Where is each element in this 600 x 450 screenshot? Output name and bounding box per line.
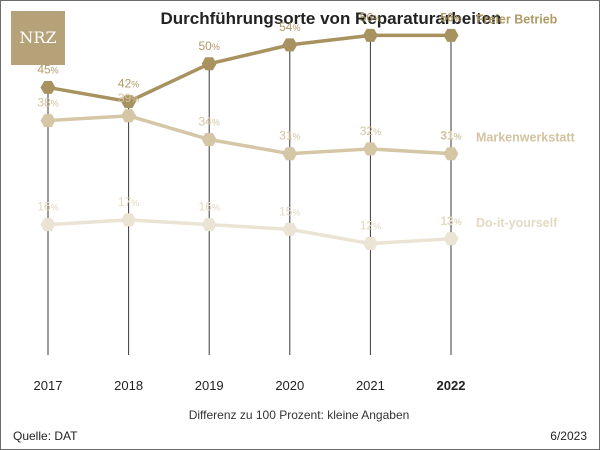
x-tick-2018: 2018 bbox=[114, 378, 143, 393]
series-line-freier-betrieb bbox=[47, 33, 451, 104]
point-freier-betrieb-2021 bbox=[362, 28, 378, 42]
x-tick-2021: 2021 bbox=[356, 378, 385, 393]
point-markenwerkstatt-2018 bbox=[121, 109, 137, 123]
point-do-it-yourself-2021 bbox=[362, 237, 378, 250]
data-label-do-it-yourself-2020: 15% bbox=[279, 204, 300, 218]
point-markenwerkstatt-2021 bbox=[362, 142, 378, 156]
point-do-it-yourself-2022 bbox=[443, 232, 459, 246]
data-label-freier-betrieb-2018: 42% bbox=[118, 77, 139, 91]
chart-title: Durchführungsorte von Reparaturarbeiten bbox=[160, 9, 502, 28]
data-label-markenwerkstatt-2019: 34% bbox=[199, 114, 220, 128]
series-line-do-it-yourself bbox=[47, 218, 452, 246]
data-label-freier-betrieb-2017: 45% bbox=[37, 62, 58, 76]
point-freier-betrieb-2020 bbox=[282, 38, 298, 52]
x-tick-2020: 2020 bbox=[275, 378, 304, 393]
series-line-markenwerkstatt bbox=[47, 114, 452, 156]
point-do-it-yourself-2020 bbox=[282, 222, 298, 236]
point-do-it-yourself-2017 bbox=[40, 218, 56, 232]
date-label: 6/2023 bbox=[550, 429, 587, 443]
point-freier-betrieb-2019 bbox=[201, 57, 217, 71]
data-label-markenwerkstatt-2020: 31% bbox=[279, 129, 300, 143]
point-markenwerkstatt-2019 bbox=[201, 133, 217, 146]
point-freier-betrieb-2022 bbox=[443, 28, 459, 42]
point-do-it-yourself-2018 bbox=[121, 213, 137, 227]
x-tick-2017: 2017 bbox=[34, 378, 63, 393]
data-label-markenwerkstatt-2021: 32% bbox=[360, 124, 381, 138]
data-label-freier-betrieb-2022: 56% bbox=[440, 10, 461, 24]
legend-do-it-yourself: Do-it-yourself bbox=[476, 216, 558, 230]
point-do-it-yourself-2019 bbox=[201, 218, 217, 232]
data-label-freier-betrieb-2020: 54% bbox=[279, 20, 300, 34]
x-tick-2022: 2022 bbox=[437, 378, 466, 393]
point-freier-betrieb-2017 bbox=[40, 81, 56, 94]
point-markenwerkstatt-2020 bbox=[282, 147, 298, 161]
data-label-freier-betrieb-2021: 56% bbox=[360, 10, 381, 24]
data-label-freier-betrieb-2019: 50% bbox=[199, 39, 220, 53]
data-label-markenwerkstatt-2022: 31% bbox=[440, 129, 461, 143]
point-freier-betrieb-2018 bbox=[121, 95, 137, 109]
data-label-markenwerkstatt-2017: 38% bbox=[37, 96, 58, 110]
data-label-do-it-yourself-2021: 12% bbox=[360, 219, 381, 233]
data-label-markenwerkstatt-2018: 39% bbox=[118, 91, 139, 105]
data-label-do-it-yourself-2019: 16% bbox=[199, 200, 220, 214]
point-markenwerkstatt-2022 bbox=[443, 147, 459, 161]
point-markenwerkstatt-2017 bbox=[40, 114, 56, 128]
source-label: Quelle: DAT bbox=[13, 429, 78, 443]
legend-markenwerkstatt: Markenwerkstatt bbox=[476, 131, 575, 145]
data-label-do-it-yourself-2022: 13% bbox=[440, 214, 461, 228]
data-label-do-it-yourself-2018: 17% bbox=[118, 195, 139, 209]
x-tick-2019: 2019 bbox=[195, 378, 224, 393]
data-label-do-it-yourself-2017: 16% bbox=[37, 200, 58, 214]
footnote: Differenz zu 100 Prozent: kleine Angaben bbox=[189, 408, 410, 422]
legend-freier-betrieb: Freier Betrieb bbox=[476, 12, 558, 26]
nrz-logo: NRZ bbox=[11, 11, 65, 65]
